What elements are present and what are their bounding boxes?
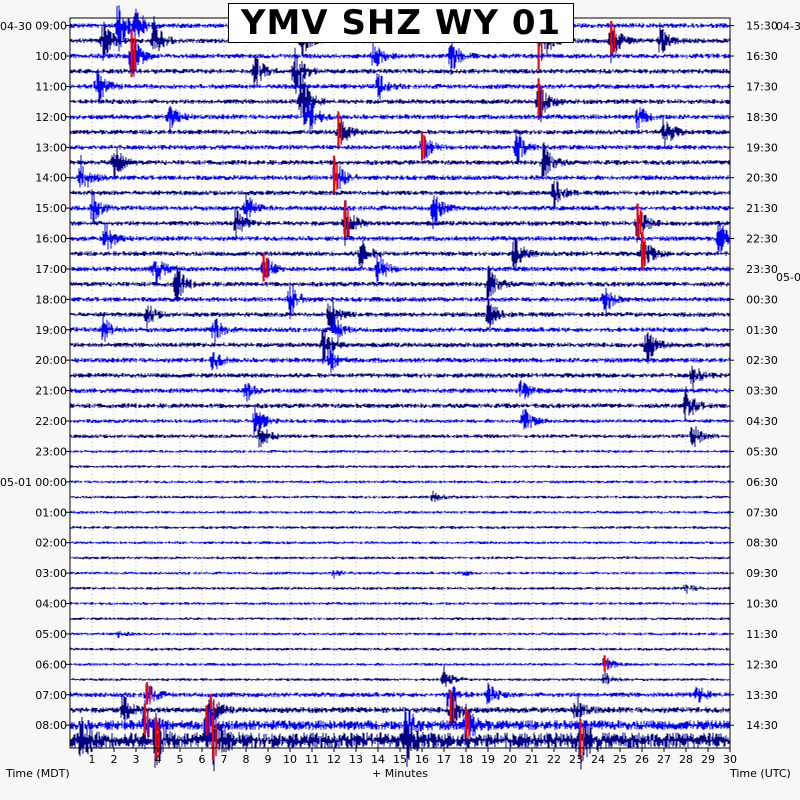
left-hour-label: 11:00 <box>35 80 67 93</box>
left-hour-label: 13:00 <box>35 141 67 154</box>
right-hour-label: 14:30 <box>746 719 778 732</box>
right-axis-label: Time (UTC) <box>730 767 791 780</box>
chart-title-box: YMV SHZ WY 01 <box>228 3 574 43</box>
x-tick-label: 16 <box>415 753 429 766</box>
left-hour-label: 16:00 <box>35 233 67 246</box>
x-axis-label: + Minutes <box>372 767 429 780</box>
x-tick-label: 13 <box>349 753 363 766</box>
x-tick-label: 10 <box>283 753 297 766</box>
right-hour-label: 21:30 <box>746 202 778 215</box>
right-hour-label: 07:30 <box>746 506 778 519</box>
left-hour-label: 10:00 <box>35 50 67 63</box>
left-date-label: 04-30 <box>0 20 32 33</box>
right-hour-label: 06:30 <box>746 476 778 489</box>
right-hour-label: 15:30 <box>746 20 778 33</box>
left-hour-label: 18:00 <box>35 293 67 306</box>
left-hour-label: 04:00 <box>35 598 67 611</box>
left-hour-label: 03:00 <box>35 567 67 580</box>
x-tick-label: 14 <box>371 753 385 766</box>
x-tick-label: 8 <box>243 753 250 766</box>
x-tick-label: 18 <box>459 753 473 766</box>
right-hour-label: 09:30 <box>746 567 778 580</box>
right-hour-label: 13:30 <box>746 689 778 702</box>
right-hour-label: 11:30 <box>746 628 778 641</box>
x-tick-label: 1 <box>89 753 96 766</box>
x-tick-label: 3 <box>133 753 140 766</box>
left-hour-label: 23:00 <box>35 445 67 458</box>
right-hour-label: 12:30 <box>746 658 778 671</box>
left-hour-label: 19:00 <box>35 324 67 337</box>
x-tick-label: 29 <box>701 753 715 766</box>
x-tick-label: 26 <box>635 753 649 766</box>
right-hour-label: 01:30 <box>746 324 778 337</box>
x-tick-label: 15 <box>393 753 407 766</box>
right-hour-label: 20:30 <box>746 172 778 185</box>
minute-grid <box>70 18 730 748</box>
left-hour-label: 22:00 <box>35 415 67 428</box>
x-tick-label: 28 <box>679 753 693 766</box>
left-hour-label: 09:00 <box>35 20 67 33</box>
x-tick-label: 20 <box>503 753 517 766</box>
left-hour-label: 17:00 <box>35 263 67 276</box>
x-tick-label: 19 <box>481 753 495 766</box>
x-tick-label: 30 <box>723 753 737 766</box>
axis-labels: 1 2 3 4 5 6 7 8 9 10 11 12 13 14 15 16 17 18 19 20 21 22 23 24 2… <box>0 20 800 766</box>
right-hour-label: 17:30 <box>746 80 778 93</box>
left-axis-label: Time (MDT) <box>6 767 70 780</box>
left-date-label: 05-01 <box>0 476 32 489</box>
x-tick-label: 25 <box>613 753 627 766</box>
right-hour-label: 05:30 <box>746 445 778 458</box>
left-hour-label: 08:00 <box>35 719 67 732</box>
axis-ticks <box>66 25 734 752</box>
right-hour-label: 03:30 <box>746 385 778 398</box>
left-hour-label: 00:00 <box>35 476 67 489</box>
x-tick-label: 24 <box>591 753 605 766</box>
left-hour-label: 07:00 <box>35 689 67 702</box>
x-tick-label: 7 <box>221 753 228 766</box>
left-hour-label: 21:00 <box>35 385 67 398</box>
x-tick-label: 12 <box>327 753 341 766</box>
x-tick-label: 9 <box>265 753 272 766</box>
right-hour-label: 23:30 <box>746 263 778 276</box>
x-tick-label: 4 <box>155 753 162 766</box>
left-hour-label: 06:00 <box>35 658 67 671</box>
right-hour-label: 19:30 <box>746 141 778 154</box>
right-hour-label: 22:30 <box>746 233 778 246</box>
left-hour-label: 14:00 <box>35 172 67 185</box>
x-tick-label: 6 <box>199 753 206 766</box>
left-hour-label: 01:00 <box>35 506 67 519</box>
right-hour-label: 08:30 <box>746 537 778 550</box>
x-tick-label: 21 <box>525 753 539 766</box>
right-hour-label: 00:30 <box>746 293 778 306</box>
right-hour-label: 10:30 <box>746 598 778 611</box>
x-tick-label: 17 <box>437 753 451 766</box>
left-hour-label: 15:00 <box>35 202 67 215</box>
x-tick-label: 11 <box>305 753 319 766</box>
x-tick-label: 22 <box>547 753 561 766</box>
x-tick-label: 23 <box>569 753 583 766</box>
right-hour-label: 16:30 <box>746 50 778 63</box>
right-hour-label: 02:30 <box>746 354 778 367</box>
x-tick-label: 27 <box>657 753 671 766</box>
right-date-label: 04-30 <box>776 20 800 33</box>
left-hour-label: 12:00 <box>35 111 67 124</box>
x-tick-label: 5 <box>177 753 184 766</box>
left-hour-label: 20:00 <box>35 354 67 367</box>
left-hour-label: 02:00 <box>35 537 67 550</box>
chart-title: YMV SHZ WY 01 <box>240 3 562 43</box>
right-date-label: 05-01 <box>776 271 800 284</box>
left-hour-label: 05:00 <box>35 628 67 641</box>
right-hour-label: 04:30 <box>746 415 778 428</box>
right-hour-label: 18:30 <box>746 111 778 124</box>
x-tick-label: 2 <box>111 753 118 766</box>
